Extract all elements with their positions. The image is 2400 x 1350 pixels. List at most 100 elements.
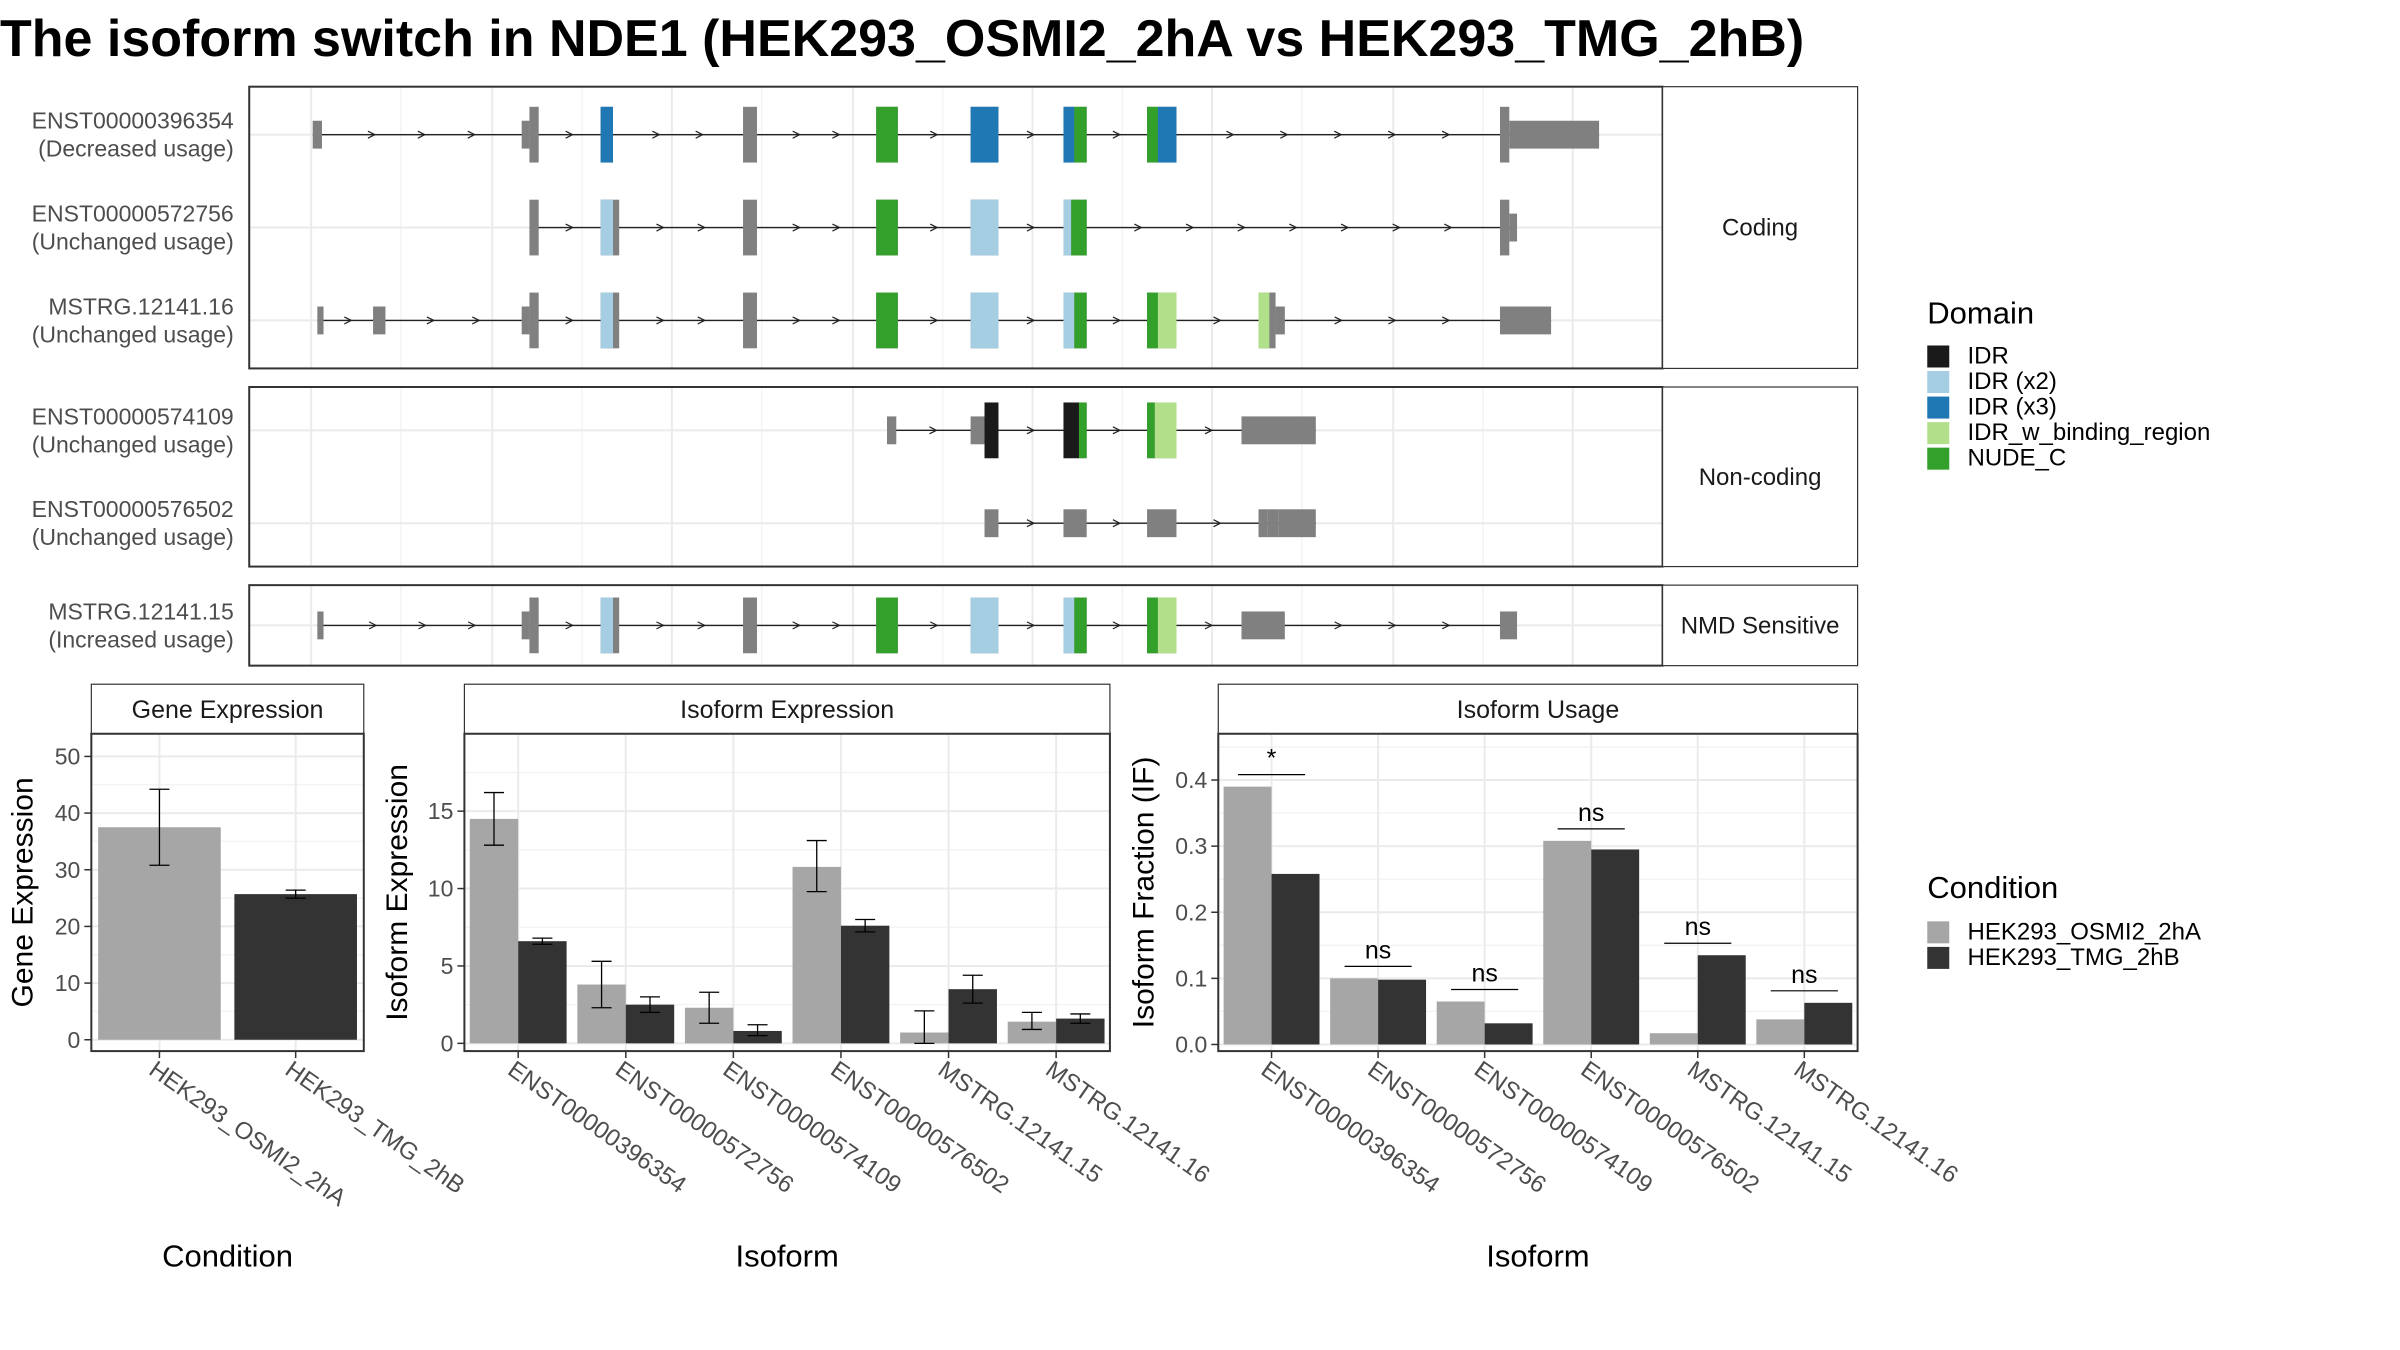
- utr-exon: [1500, 611, 1518, 640]
- transcript-enst00000576502: ENST00000576502(Unchanged usage): [32, 496, 1663, 550]
- intron-direction-arrow: [565, 130, 575, 139]
- intron-direction-arrow: [1334, 621, 1343, 630]
- x-tick-label: ENST00000574109: [1469, 1056, 1657, 1199]
- intron-direction-arrow: [565, 223, 575, 232]
- bar: [1804, 1002, 1853, 1045]
- intron-direction-arrow: [1388, 621, 1397, 630]
- panel-background: [249, 387, 1663, 567]
- bar: [1591, 849, 1640, 1045]
- domain-legend-key: [1927, 447, 1950, 470]
- coding-exon: [1500, 199, 1510, 256]
- intron-direction-arrow: [1026, 621, 1036, 630]
- y-tick-label: 5: [441, 953, 454, 979]
- domain-block: [1063, 292, 1075, 349]
- plot-border: [463, 732, 1111, 1053]
- bar: [733, 1030, 782, 1044]
- intron-direction-arrow: [929, 426, 938, 435]
- x-axis-label: Condition: [162, 1238, 293, 1273]
- transcript-mstrg-12141-15: MSTRG.12141.15(Increased usage): [48, 597, 1663, 654]
- panel-title: Gene Expression: [132, 696, 324, 724]
- significance-label: ns: [1685, 913, 1711, 941]
- bar-panel-isoform-usage: Isoform Usage 0.0 0.1 0.2 0.3 0.4 ENST00000396…: [1127, 683, 1963, 1273]
- domain-block: [1157, 597, 1177, 654]
- transcript-id-label: ENST00000572756: [32, 201, 234, 227]
- plot-background: [1218, 733, 1858, 1052]
- domain-legend-key: [1927, 371, 1950, 394]
- transcript-usage-label: (Unchanged usage): [32, 431, 234, 457]
- panel-strip-label: Coding: [1722, 215, 1798, 242]
- intron-direction-arrow: [417, 130, 427, 139]
- intron-direction-arrow: [1213, 316, 1222, 325]
- y-tick-label: 10: [428, 876, 454, 902]
- bar: [1223, 786, 1272, 1045]
- domain-block: [1147, 597, 1158, 654]
- coding-exon: [1500, 106, 1510, 163]
- significance-label: ns: [1471, 960, 1497, 988]
- y-tick-label: 0.0: [1175, 1031, 1207, 1057]
- condition-legend-key: [1927, 946, 1950, 969]
- intron-direction-arrow: [697, 621, 707, 630]
- transcript-enst00000396354: ENST00000396354(Decreased usage): [32, 106, 1663, 163]
- y-tick-label: 0.2: [1175, 899, 1207, 925]
- intron-direction-arrow: [1112, 426, 1122, 435]
- intron-direction-arrow: [792, 316, 802, 325]
- intron-direction-arrow: [1026, 130, 1036, 139]
- panel-title-strip: [463, 683, 1111, 735]
- y-tick-label: 15: [428, 798, 454, 824]
- utr-exon: [1147, 509, 1177, 538]
- transcript-usage-label: (Decreased usage): [38, 136, 234, 162]
- plot-border: [90, 732, 365, 1053]
- domain-block: [1157, 106, 1177, 163]
- domain-block: [1074, 597, 1087, 654]
- intron-direction-arrow: [471, 316, 481, 325]
- bar: [840, 925, 890, 1044]
- figure-title: The isoform switch in NDE1 (HEK293_OSMI2…: [0, 10, 1804, 68]
- intron-direction-arrow: [565, 316, 575, 325]
- intron-direction-arrow: [697, 223, 707, 232]
- bar: [792, 866, 841, 1044]
- intron-direction-arrow: [1112, 316, 1122, 325]
- transcript-usage-label: (Increased usage): [48, 626, 233, 652]
- transcript-panel-non-coding: ENST00000574109(Unchanged usage)ENST0000…: [32, 386, 1859, 568]
- utr-exon: [1258, 509, 1268, 538]
- panel-title: Isoform Usage: [1457, 696, 1620, 724]
- intron-direction-arrow: [697, 316, 707, 325]
- domain-block: [1071, 199, 1087, 256]
- condition-legend-label: HEK293_OSMI2_2hA: [1968, 918, 2201, 945]
- coding-exon: [743, 106, 757, 163]
- utr-exon: [1278, 509, 1316, 538]
- y-tick-label: 40: [55, 800, 81, 826]
- coding-exon: [529, 106, 539, 163]
- x-tick-label: ENST00000396354: [1256, 1056, 1444, 1199]
- transcript-id-label: ENST00000576502: [32, 496, 234, 522]
- transcript-panel-nmd-sensitive: MSTRG.12141.15(Increased usage) NMD Sensi…: [48, 584, 1859, 667]
- plot-background: [464, 733, 1110, 1052]
- bar: [1007, 1021, 1057, 1044]
- bar: [1271, 873, 1320, 1045]
- domain-block: [876, 106, 884, 163]
- intron-direction-arrow: [929, 621, 939, 630]
- significance-label: ns: [1578, 799, 1604, 827]
- utr-exon: [1241, 611, 1285, 640]
- intron-direction-arrow: [1112, 621, 1122, 630]
- panel-title: Isoform Expression: [680, 696, 894, 724]
- utr-exon: [317, 306, 324, 335]
- domain-block: [1147, 292, 1158, 349]
- intron-direction-arrow: [1387, 130, 1397, 139]
- utr-exon: [1509, 120, 1600, 149]
- bar: [1330, 978, 1379, 1045]
- bar-panel-isoform-expression: Isoform Expression051015ENST00000396354E…: [381, 683, 1215, 1273]
- y-tick-label: 0: [441, 1030, 454, 1056]
- intron-direction-arrow: [1388, 316, 1397, 325]
- condition-legend-label: HEK293_TMG_2hB: [1968, 944, 2180, 971]
- coding-exon: [743, 292, 757, 349]
- domain-block: [1063, 597, 1075, 654]
- coding-exon: [529, 597, 539, 654]
- panel-strip: [1661, 584, 1859, 667]
- domain-block: [600, 106, 614, 163]
- coding-exon: [743, 597, 757, 654]
- intron-direction-arrow: [467, 621, 477, 630]
- domain-legend-key: [1927, 396, 1950, 419]
